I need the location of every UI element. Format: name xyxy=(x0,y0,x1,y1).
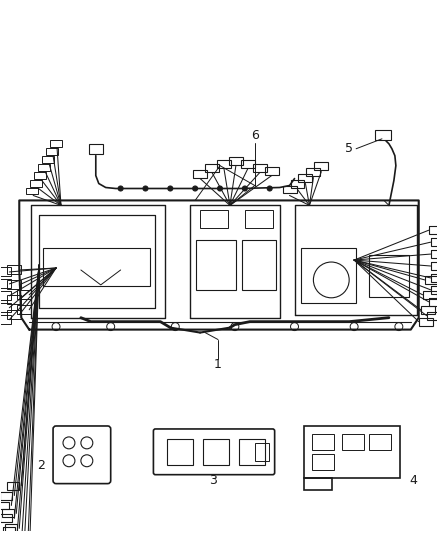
Bar xyxy=(0,267,11,276)
Bar xyxy=(0,514,12,522)
Bar xyxy=(342,434,364,450)
Bar xyxy=(431,274,438,282)
Bar xyxy=(4,527,15,533)
Bar xyxy=(34,172,46,179)
Bar xyxy=(17,305,31,314)
Text: 5: 5 xyxy=(345,142,353,155)
Circle shape xyxy=(242,186,247,191)
Bar xyxy=(375,130,391,140)
Bar xyxy=(301,248,356,303)
Bar xyxy=(431,250,438,258)
Circle shape xyxy=(143,186,148,191)
Bar xyxy=(255,443,268,461)
Bar xyxy=(7,295,21,304)
Bar xyxy=(242,240,276,290)
Bar xyxy=(46,148,58,155)
Bar xyxy=(369,434,391,450)
Bar xyxy=(431,238,438,246)
Bar xyxy=(431,286,438,294)
Bar xyxy=(290,180,304,188)
Bar xyxy=(265,167,279,175)
Bar xyxy=(429,298,438,306)
Circle shape xyxy=(168,186,173,191)
Text: 1: 1 xyxy=(214,358,222,371)
Bar xyxy=(205,164,219,172)
Bar xyxy=(193,169,207,177)
Bar xyxy=(421,306,434,314)
Bar xyxy=(7,280,21,289)
Bar xyxy=(17,290,31,299)
Bar xyxy=(298,174,312,182)
Bar xyxy=(229,157,243,165)
Text: 3: 3 xyxy=(209,474,217,487)
Bar xyxy=(425,276,438,284)
Bar xyxy=(50,140,62,147)
Bar xyxy=(0,491,12,499)
Bar xyxy=(241,160,255,168)
Bar xyxy=(2,510,14,518)
Bar xyxy=(203,439,229,465)
Bar xyxy=(283,185,297,193)
Bar xyxy=(245,211,273,228)
Circle shape xyxy=(193,186,198,191)
Bar xyxy=(167,439,193,465)
Bar xyxy=(427,312,438,320)
Bar xyxy=(307,168,320,175)
Circle shape xyxy=(118,186,123,191)
Bar xyxy=(0,502,9,510)
Bar xyxy=(0,303,11,312)
Bar xyxy=(38,164,50,171)
Bar xyxy=(7,310,21,319)
Bar xyxy=(26,188,38,195)
Bar xyxy=(312,454,334,470)
Bar xyxy=(30,180,42,187)
Circle shape xyxy=(267,186,272,191)
Bar xyxy=(0,291,11,300)
Bar xyxy=(7,482,19,490)
Bar xyxy=(89,144,103,154)
Text: 6: 6 xyxy=(251,130,259,142)
Bar xyxy=(304,426,400,478)
Bar xyxy=(7,265,21,274)
Bar xyxy=(369,255,409,297)
Bar xyxy=(429,226,438,234)
Bar xyxy=(200,211,228,228)
Bar xyxy=(304,478,332,490)
Text: 2: 2 xyxy=(37,459,45,472)
Bar xyxy=(0,314,11,324)
Bar xyxy=(253,164,267,172)
Bar xyxy=(5,524,17,532)
Bar xyxy=(42,156,54,163)
Bar xyxy=(196,240,236,290)
Bar xyxy=(239,439,265,465)
Circle shape xyxy=(218,186,223,191)
Bar xyxy=(217,160,231,168)
Text: 4: 4 xyxy=(410,474,418,487)
Bar xyxy=(0,279,11,288)
Bar xyxy=(314,161,328,169)
Bar xyxy=(431,262,438,270)
Bar xyxy=(312,434,334,450)
Bar xyxy=(423,291,437,299)
Bar xyxy=(43,248,150,286)
Bar xyxy=(419,318,433,326)
